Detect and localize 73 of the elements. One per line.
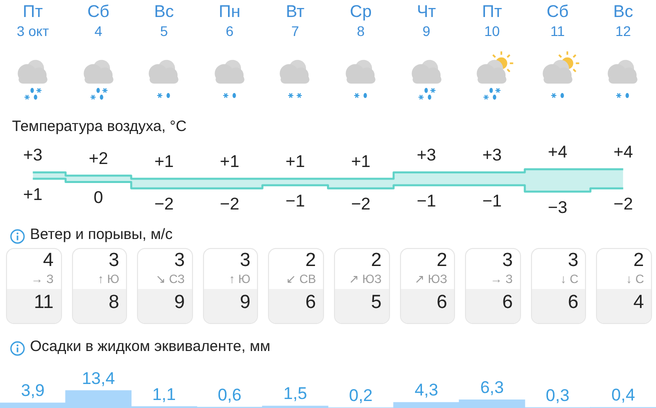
x-tick-label: Чт 9 <box>416 2 437 39</box>
data-label: −2 <box>351 194 370 214</box>
text: 6 <box>568 292 578 314</box>
data-label: −1 <box>482 191 502 210</box>
data-label: 1,1 <box>152 384 176 404</box>
text: 9 <box>240 292 250 314</box>
data-label: 13,4 <box>82 368 115 388</box>
text: 2 <box>436 250 448 272</box>
chart-title: Температура воздуха, °C <box>12 118 187 135</box>
data-label: +3 <box>416 146 436 165</box>
data-label: 0,2 <box>348 386 373 405</box>
text: 6 <box>305 292 316 314</box>
x-tick-label: Вс 5 <box>153 2 175 39</box>
text: ↙ СВ <box>286 272 316 286</box>
text: 3 <box>568 250 578 272</box>
data-label: +3 <box>23 146 42 165</box>
text: 2 <box>371 250 382 272</box>
data-label: +3 <box>482 146 502 165</box>
text: ↑ Ю <box>228 272 250 286</box>
text: 3 <box>502 250 513 272</box>
x-tick-label: Пт 10 <box>480 2 503 39</box>
text: → З <box>31 272 54 286</box>
data-label: +4 <box>614 142 633 162</box>
data-label: +1 <box>154 152 174 171</box>
text: → З <box>490 272 513 286</box>
data-label: −2 <box>154 194 174 214</box>
data-label: 6,3 <box>480 378 504 397</box>
x-tick-label: Пт 3 окт <box>16 2 50 39</box>
text: Ветер и порывы, м/с <box>30 226 173 243</box>
text: ↓ С <box>626 272 644 286</box>
text: 9 <box>174 292 185 314</box>
data-label: +2 <box>88 148 108 168</box>
text: 6 <box>502 292 513 314</box>
text: 3 <box>240 250 250 272</box>
x-tick-label: Пн 6 <box>218 2 242 39</box>
data-label: 0,3 <box>546 386 570 405</box>
text: ↑ Ю <box>98 272 120 286</box>
text: 2 <box>305 250 316 272</box>
data-label: 0,4 <box>611 386 636 405</box>
data-label: +1 <box>351 152 370 171</box>
x-tick-label: Сб 11 <box>546 2 570 39</box>
data-label: +1 <box>286 152 305 171</box>
data-label: +1 <box>220 152 240 171</box>
chart-title: Осадки в жидком эквиваленте, мм <box>30 338 270 355</box>
text: 4 <box>633 292 644 314</box>
data-label: 1,5 <box>283 384 308 404</box>
data-label: +1 <box>23 184 42 204</box>
text: ↘ СЗ <box>156 272 185 286</box>
text: 4 <box>43 250 54 272</box>
text: 6 <box>436 292 448 314</box>
x-tick-label: Вс 12 <box>612 2 634 39</box>
data-label: 4,3 <box>414 380 438 400</box>
data-label: −2 <box>614 194 633 214</box>
text: ↗ ЮЗ <box>414 272 448 286</box>
text: 3 <box>174 250 185 272</box>
text: 8 <box>108 292 120 314</box>
text: 2 <box>633 250 644 272</box>
text: ↗ ЮЗ <box>348 272 382 286</box>
data-label: −1 <box>286 191 305 210</box>
text: 5 <box>371 292 382 314</box>
data-label: 0 <box>94 188 104 208</box>
data-label: −3 <box>548 198 568 217</box>
data-label: −1 <box>416 191 436 210</box>
data-label: 3,9 <box>20 381 45 400</box>
data-label: 0,6 <box>218 385 242 404</box>
x-tick-label: Сб 4 <box>86 2 110 39</box>
text: ↓ С <box>560 272 578 286</box>
x-tick-label: Вт 7 <box>284 2 306 39</box>
data-label: +4 <box>548 142 568 162</box>
x-tick-label: Ср 8 <box>348 2 373 39</box>
text: 3 <box>108 250 120 272</box>
data-label: −2 <box>220 194 240 214</box>
text: 11 <box>34 292 54 314</box>
